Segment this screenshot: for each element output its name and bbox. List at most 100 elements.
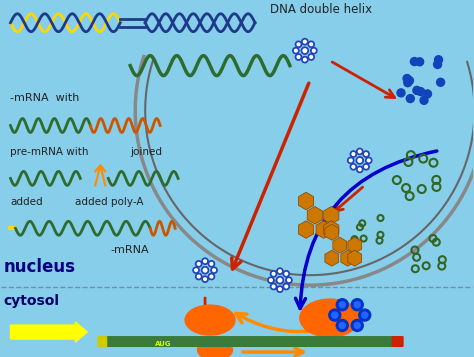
Circle shape: [365, 165, 367, 168]
Circle shape: [213, 269, 215, 272]
FancyBboxPatch shape: [97, 336, 107, 347]
Circle shape: [204, 260, 206, 262]
Circle shape: [356, 148, 363, 155]
Circle shape: [354, 302, 360, 308]
Circle shape: [312, 49, 315, 52]
Circle shape: [285, 285, 288, 288]
Circle shape: [405, 77, 413, 85]
Circle shape: [356, 157, 364, 164]
Circle shape: [303, 58, 306, 61]
Circle shape: [362, 312, 368, 318]
Circle shape: [279, 288, 281, 291]
Circle shape: [406, 95, 414, 102]
Circle shape: [201, 267, 209, 274]
Circle shape: [416, 58, 424, 66]
Circle shape: [301, 47, 309, 54]
Text: pre-mRNA with: pre-mRNA with: [10, 147, 89, 157]
Text: DNA double helix: DNA double helix: [270, 3, 372, 16]
Circle shape: [329, 309, 341, 321]
Circle shape: [332, 312, 338, 318]
Circle shape: [352, 153, 355, 155]
Text: added poly-A: added poly-A: [75, 197, 144, 207]
Circle shape: [351, 299, 363, 311]
Circle shape: [279, 270, 281, 272]
Circle shape: [413, 86, 421, 94]
Circle shape: [354, 322, 360, 328]
Circle shape: [202, 258, 208, 264]
Circle shape: [349, 159, 352, 162]
Circle shape: [310, 56, 312, 58]
Circle shape: [367, 159, 370, 162]
Circle shape: [336, 320, 348, 331]
Circle shape: [358, 168, 361, 171]
Circle shape: [272, 272, 275, 275]
Circle shape: [339, 322, 345, 328]
Text: -mRNA  with: -mRNA with: [10, 92, 80, 102]
Circle shape: [303, 40, 306, 43]
Circle shape: [434, 60, 442, 69]
Circle shape: [410, 57, 419, 66]
Circle shape: [270, 283, 277, 290]
Circle shape: [303, 49, 307, 52]
Circle shape: [210, 262, 213, 265]
Circle shape: [196, 273, 202, 280]
Circle shape: [420, 96, 428, 104]
Ellipse shape: [198, 340, 233, 357]
FancyBboxPatch shape: [392, 336, 404, 347]
Circle shape: [195, 269, 198, 272]
Circle shape: [277, 286, 283, 292]
Circle shape: [297, 56, 300, 58]
Circle shape: [363, 164, 369, 170]
Circle shape: [435, 56, 443, 64]
Circle shape: [403, 75, 411, 82]
Circle shape: [268, 277, 274, 283]
Circle shape: [208, 273, 215, 280]
Circle shape: [197, 262, 200, 265]
Circle shape: [211, 267, 217, 273]
Circle shape: [208, 261, 215, 267]
Circle shape: [203, 268, 207, 272]
Circle shape: [295, 54, 301, 60]
Circle shape: [197, 275, 200, 278]
Circle shape: [365, 157, 372, 164]
Circle shape: [297, 43, 300, 46]
Ellipse shape: [300, 299, 360, 337]
Circle shape: [293, 47, 299, 54]
Circle shape: [270, 271, 277, 277]
Circle shape: [310, 47, 317, 54]
Text: nucleus: nucleus: [3, 258, 75, 276]
Circle shape: [278, 278, 282, 282]
Circle shape: [365, 153, 367, 155]
Circle shape: [285, 272, 288, 275]
Circle shape: [336, 299, 348, 311]
Circle shape: [204, 278, 206, 281]
Circle shape: [202, 276, 208, 282]
Text: added: added: [10, 197, 43, 207]
Text: AUG: AUG: [155, 341, 172, 347]
Circle shape: [350, 164, 356, 170]
FancyArrow shape: [10, 322, 87, 342]
Circle shape: [277, 268, 283, 274]
Circle shape: [423, 90, 431, 98]
Circle shape: [339, 302, 345, 308]
Circle shape: [272, 285, 275, 288]
Circle shape: [358, 159, 362, 162]
Circle shape: [417, 87, 425, 96]
Circle shape: [351, 320, 363, 331]
Circle shape: [363, 151, 369, 157]
Circle shape: [397, 89, 405, 97]
Circle shape: [310, 43, 312, 46]
Circle shape: [302, 39, 308, 45]
Circle shape: [437, 78, 445, 86]
Circle shape: [294, 49, 297, 52]
Text: joined: joined: [130, 147, 162, 157]
Circle shape: [196, 261, 202, 267]
Circle shape: [359, 309, 371, 321]
Circle shape: [288, 279, 290, 282]
Circle shape: [295, 41, 301, 47]
Circle shape: [283, 283, 290, 290]
Circle shape: [210, 275, 213, 278]
Circle shape: [352, 165, 355, 168]
Text: cytosol: cytosol: [3, 294, 60, 308]
Circle shape: [283, 271, 290, 277]
